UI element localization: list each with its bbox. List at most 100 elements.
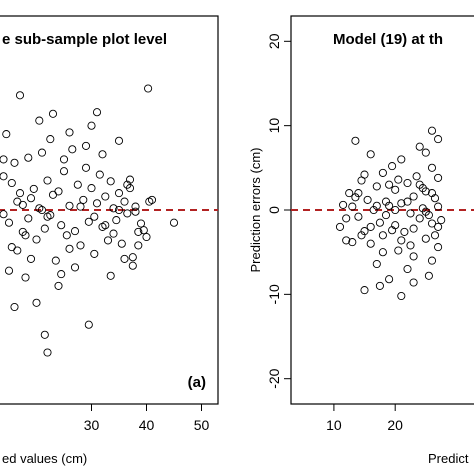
panel-b-data-point <box>394 246 403 255</box>
panel-a-data-point <box>125 175 135 184</box>
panel-a-points <box>0 84 179 357</box>
panel-b-data-point <box>421 234 430 243</box>
panel-b-data-point <box>434 243 443 252</box>
panel-b-data-point <box>381 197 391 206</box>
panel-b-points <box>335 126 446 301</box>
panel-a-data-point <box>112 216 121 225</box>
panel-b-data-point <box>397 199 406 208</box>
panel-a-data-point <box>26 194 36 203</box>
panel-b-data-point <box>381 211 391 220</box>
panel-b-data-point <box>366 150 375 159</box>
panel-b-data-point <box>434 135 443 144</box>
panel-a-data-point <box>65 244 74 253</box>
panel-b-title: Model (19) at th <box>333 31 443 48</box>
panel-b-data-point <box>427 126 437 135</box>
panel-b-data-point <box>409 224 418 233</box>
panel-b-data-point <box>385 201 394 210</box>
panel-a-data-point <box>29 184 38 193</box>
panel-b-y-tick-label: -10 <box>266 284 282 304</box>
panel-a-data-point <box>48 190 58 199</box>
panel-a-data-point <box>13 197 22 206</box>
panel-a-data-point <box>46 135 55 144</box>
panel-b-data-point <box>430 231 440 240</box>
panel-b-data-point <box>375 281 384 290</box>
panel-a-data-point <box>114 189 124 198</box>
panel-a-x-ticks: 30 40 50 <box>84 404 209 433</box>
panel-a-data-point <box>51 256 60 265</box>
panel-a-data-point <box>65 201 74 210</box>
panel-a-data-point <box>43 176 52 185</box>
panel-a-data-point <box>48 109 58 118</box>
panel-a-data-point <box>145 197 154 206</box>
panel-a-data-point <box>21 273 30 282</box>
panel-a-data-point <box>0 172 8 181</box>
panel-a-data-point <box>114 136 124 145</box>
panel-a-data-point <box>24 153 33 162</box>
panel-a-data-point <box>139 226 148 235</box>
panel-b: Model (19) at th Prediction errors (cm) … <box>248 15 474 466</box>
panel-a-data-point <box>10 158 19 167</box>
panel-b-data-point <box>366 239 375 248</box>
panel-a-data-point <box>120 254 129 263</box>
panel-a-data-point <box>54 281 63 290</box>
panel-b-data-point <box>385 275 394 284</box>
panel-a-data-point <box>26 254 36 263</box>
panel-b-y-tick-label: -20 <box>266 368 282 388</box>
panel-b-data-point <box>409 278 418 287</box>
panel-a-data-point <box>18 200 27 209</box>
panel-a-data-point <box>123 180 132 189</box>
panel-b-data-point <box>378 248 387 257</box>
panel-a-data-point <box>65 128 74 137</box>
panel-b-data-point <box>360 286 369 295</box>
panel-b-y-ticks: 20 10 0 -10 -20 <box>266 33 291 389</box>
panel-a-data-point <box>2 130 11 139</box>
panel-a-data-point <box>0 210 8 219</box>
panel-b-data-point <box>354 189 363 198</box>
panel-b-data-point <box>372 259 381 269</box>
panel-a-data-point <box>24 214 33 223</box>
panel-a-x-tick-label: 40 <box>139 417 155 433</box>
panel-b-data-point <box>357 231 366 240</box>
panel-a-data-point <box>131 207 140 216</box>
panel-a-x-tick-label: 30 <box>84 417 100 433</box>
panel-a-data-point <box>136 219 146 228</box>
panel-b-data-point <box>421 148 430 157</box>
panel-b-data-point <box>394 175 403 184</box>
panel-a-data-point <box>43 348 52 357</box>
panel-b-data-point <box>372 182 381 191</box>
panel-a-data-point <box>70 227 80 236</box>
panel-a-data-point <box>7 243 16 252</box>
panel-b-data-point <box>427 163 437 172</box>
panel-b-x-axis-title: Predict <box>428 451 469 466</box>
panel-a-data-point <box>144 84 153 93</box>
panel-a-data-point <box>109 204 118 213</box>
panel-b-data-point <box>418 184 427 193</box>
panel-a-x-axis-title: ed values (cm) <box>2 451 87 466</box>
panel-b-data-point <box>409 192 418 201</box>
panel-b-data-point <box>369 205 378 215</box>
panel-b-y-tick-label: 0 <box>266 206 282 214</box>
panel-b-data-point <box>437 216 446 225</box>
panel-b-data-point <box>339 200 348 209</box>
panel-b-data-point <box>409 252 418 261</box>
panel-a-data-point <box>15 91 25 100</box>
panel-a-data-point <box>95 170 104 179</box>
panel-a-data-point <box>169 218 179 227</box>
panel-a-data-point <box>76 202 85 211</box>
panel-a-data-point <box>40 224 49 233</box>
panel-b-data-point <box>378 168 387 177</box>
panel-a-data-point <box>32 298 41 307</box>
panel-a-data-point <box>18 227 27 236</box>
panel-b-data-point <box>342 214 351 223</box>
panel-b-data-point <box>363 195 372 204</box>
panel-a-data-point <box>59 167 69 176</box>
panel-b-data-point <box>360 170 369 179</box>
panel-b-x-ticks: 10 20 <box>326 404 403 433</box>
panel-b-data-point <box>360 227 369 236</box>
panel-a-data-point <box>106 271 115 280</box>
panel-a-data-point <box>87 121 96 130</box>
panel-b-data-point <box>403 264 412 274</box>
panel-a-data-point <box>40 330 49 339</box>
panel-b-data-point <box>406 241 415 250</box>
panel-a-data-point <box>15 189 25 198</box>
